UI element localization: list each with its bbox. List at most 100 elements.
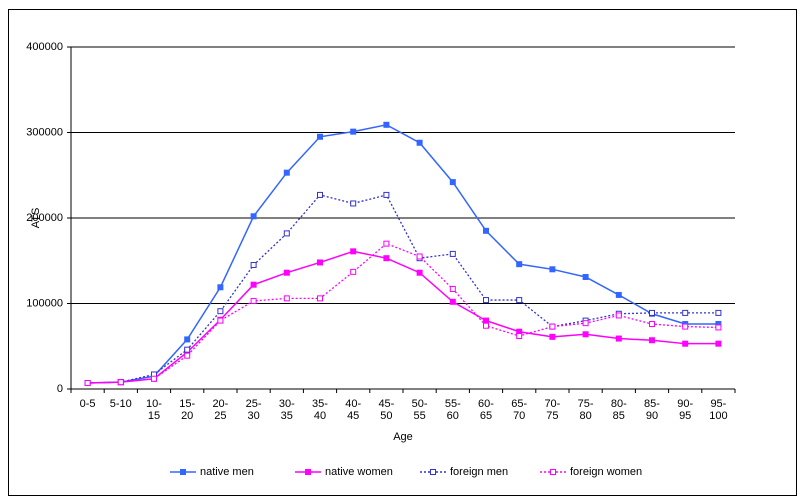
x-tick-label: 45-50 bbox=[378, 398, 395, 422]
data-point bbox=[615, 312, 622, 319]
legend-label: native men bbox=[200, 466, 254, 478]
y-tick-label: 100000 bbox=[26, 297, 63, 309]
x-tick-label: 55-60 bbox=[444, 398, 461, 422]
data-point bbox=[283, 230, 290, 237]
data-point bbox=[483, 227, 489, 234]
data-point bbox=[317, 295, 323, 302]
data-point bbox=[416, 253, 423, 260]
y-axis-title: ATS bbox=[30, 208, 42, 229]
data-point bbox=[649, 337, 655, 344]
data-point bbox=[217, 317, 224, 324]
data-point bbox=[350, 128, 357, 135]
x-tick-label: 5-10 bbox=[109, 398, 132, 410]
y-tick-label: 0 bbox=[57, 383, 63, 395]
x-tick-label: 90-95 bbox=[677, 398, 694, 422]
data-point bbox=[84, 380, 91, 387]
data-point bbox=[184, 352, 191, 359]
data-point bbox=[217, 284, 224, 291]
chart-border bbox=[8, 9, 797, 496]
data-point bbox=[317, 133, 323, 140]
data-point bbox=[549, 323, 556, 330]
data-point bbox=[582, 320, 589, 327]
data-point bbox=[184, 336, 191, 343]
x-tick-label: 60-65 bbox=[478, 398, 494, 422]
x-tick-label: 35-40 bbox=[312, 398, 328, 422]
legend-label: native women bbox=[325, 466, 393, 478]
x-tick-label: 50-55 bbox=[411, 398, 428, 422]
x-tick-label: 0-5 bbox=[79, 398, 96, 410]
x-tick-label: 25-30 bbox=[245, 398, 262, 422]
data-point bbox=[350, 200, 357, 207]
data-point bbox=[317, 259, 323, 266]
data-point bbox=[516, 297, 523, 304]
data-point bbox=[682, 323, 689, 330]
data-point bbox=[449, 298, 456, 305]
data-point bbox=[217, 308, 224, 315]
x-tick-label: 65-70 bbox=[511, 398, 528, 422]
data-point bbox=[250, 297, 257, 304]
y-tick-label: 400000 bbox=[26, 41, 63, 53]
data-point bbox=[350, 248, 357, 255]
data-point bbox=[117, 379, 124, 386]
data-point bbox=[483, 317, 489, 324]
data-point bbox=[283, 169, 290, 176]
x-tick-label: 10-15 bbox=[146, 398, 162, 422]
data-point bbox=[317, 191, 323, 198]
series-line bbox=[87, 250, 719, 384]
y-tick-label: 300000 bbox=[26, 126, 63, 138]
data-point bbox=[682, 340, 689, 347]
data-point bbox=[416, 269, 423, 276]
data-point bbox=[549, 266, 556, 273]
x-tick-label: 30-35 bbox=[278, 398, 295, 422]
legend-marker bbox=[550, 469, 556, 475]
data-point bbox=[350, 268, 357, 275]
data-point bbox=[283, 295, 290, 302]
data-point bbox=[615, 335, 622, 342]
data-point bbox=[483, 322, 489, 329]
x-tick-label: 15-20 bbox=[179, 398, 196, 422]
data-point bbox=[383, 191, 390, 198]
data-point bbox=[449, 250, 456, 257]
data-point bbox=[383, 255, 390, 262]
legend-label: foreign men bbox=[450, 466, 508, 478]
data-point bbox=[516, 261, 523, 268]
data-point bbox=[383, 240, 390, 247]
data-point bbox=[549, 333, 556, 340]
data-point bbox=[516, 332, 523, 339]
x-tick-label: 95-100 bbox=[709, 398, 728, 422]
data-point bbox=[615, 291, 622, 298]
data-point bbox=[250, 213, 257, 220]
x-tick-label: 75-80 bbox=[577, 398, 594, 422]
data-point bbox=[416, 139, 423, 146]
series-line bbox=[87, 124, 719, 384]
legend-marker bbox=[305, 469, 311, 475]
data-point bbox=[715, 324, 722, 331]
data-point bbox=[715, 340, 722, 347]
data-point bbox=[250, 281, 257, 288]
data-point bbox=[283, 269, 290, 276]
data-point bbox=[715, 309, 722, 316]
x-tick-label: 85-90 bbox=[644, 398, 660, 422]
x-axis-title: Age bbox=[393, 431, 413, 443]
data-point bbox=[250, 262, 257, 269]
x-tick-label: 20-25 bbox=[212, 398, 229, 422]
data-point bbox=[582, 331, 589, 338]
y-tick-label: 200000 bbox=[26, 212, 63, 224]
data-point bbox=[582, 273, 589, 280]
data-point bbox=[184, 346, 191, 353]
data-point bbox=[151, 375, 157, 382]
x-tick-label: 70-75 bbox=[544, 398, 561, 422]
legend-label: foreign women bbox=[570, 466, 642, 478]
legend-marker bbox=[430, 469, 436, 475]
data-point bbox=[449, 179, 456, 186]
data-point bbox=[483, 297, 489, 304]
series-line bbox=[87, 194, 719, 384]
data-point bbox=[383, 121, 390, 128]
data-point bbox=[449, 285, 456, 292]
legend-marker bbox=[180, 469, 186, 475]
data-point bbox=[682, 309, 689, 316]
series-line bbox=[87, 242, 719, 384]
x-tick-label: 80-85 bbox=[610, 398, 627, 422]
